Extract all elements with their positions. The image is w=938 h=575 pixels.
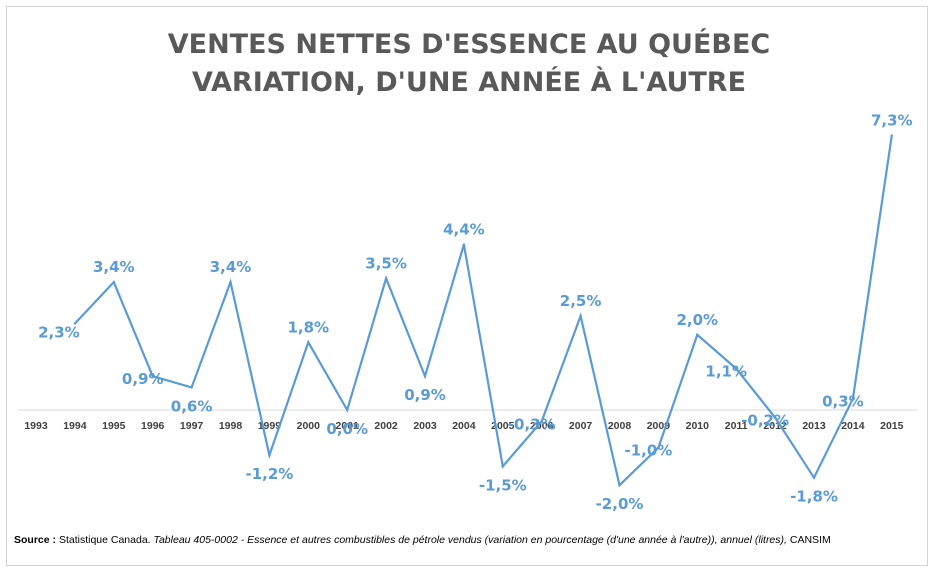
series-line [74,135,893,488]
x-tick-label: 1998 [219,420,243,432]
data-label: 0,9% [122,370,164,388]
x-tick-label: 2015 [880,420,904,432]
data-point [890,134,893,137]
data-label: 7,3% [871,112,913,130]
x-tick-label: 2003 [413,420,437,432]
data-label: -0,2% [741,412,789,430]
data-point [423,374,427,378]
data-point [229,280,232,284]
x-tick-label: 2013 [802,420,826,432]
chart-title-line-1: VENTES NETTES D'ESSENCE AU QUÉBEC [167,29,771,60]
source-db: CANSIM [789,534,831,546]
x-tick-label: 2007 [569,420,593,432]
source-note: Source : Statistique Canada. Tableau 405… [14,534,831,546]
data-point [384,277,388,280]
x-tick-label: 1996 [141,420,165,432]
x-tick-label: 1997 [180,420,204,432]
x-tick-label: 2008 [608,420,632,432]
data-label: 2,5% [560,292,602,310]
data-point [657,446,660,449]
data-point [462,243,466,246]
chart-title-line-2: VARIATION, D'UNE ANNÉE À L'AUTRE [191,67,747,98]
data-label: 2,0% [676,311,718,329]
data-point [618,484,621,487]
data-point [190,386,193,389]
data-label: 3,4% [93,258,135,276]
x-tick-label: 1993 [24,420,48,432]
source-table: Tableau 405-0002 - Essence et autres com… [153,534,787,546]
data-point [346,408,349,412]
data-label: -1,8% [790,488,838,506]
data-point [851,397,855,400]
data-point [501,465,504,468]
data-label: 4,4% [443,221,485,239]
data-label: 0,6% [171,397,213,415]
x-tick-label: 2011 [725,420,748,432]
data-label: 0,3% [822,393,864,411]
data-point [735,367,738,370]
data-point [812,476,816,479]
data-point [307,341,310,344]
data-label: 2,3% [38,324,80,342]
data-label: -1,0% [624,442,672,460]
x-tick-label: 2004 [452,420,476,432]
data-label: 0,9% [404,386,446,404]
chart-frame [6,6,928,566]
data-label: -1,5% [479,476,527,494]
data-point [268,453,271,457]
x-tick-label: 1995 [102,420,126,432]
data-point [151,374,154,378]
x-tick-label: 2012 [763,420,787,432]
data-point [540,420,543,423]
x-tick-label: 2014 [841,420,865,432]
x-tick-label: 2010 [686,420,710,432]
data-label: 1,1% [705,363,747,381]
data-label: 3,4% [210,258,252,276]
data-label: 1,8% [287,318,329,336]
x-tick-label: 2000 [297,420,321,432]
data-point [696,333,699,336]
data-point [773,416,777,419]
x-tick-label: 2001 [336,420,360,432]
data-label: -1,2% [245,465,293,483]
data-label: 3,5% [365,254,407,272]
source-label: Source : [14,534,57,546]
x-tick-label: 1994 [63,420,87,432]
source-org: Statistique Canada. [58,534,151,546]
data-label: -2,0% [596,495,644,513]
chart-title: VENTES NETTES D'ESSENCE AU QUÉBEC VARIAT… [0,26,938,102]
data-point [73,322,77,325]
x-tick-label: 2002 [374,420,398,432]
data-point [579,314,582,318]
data-label: 0,0% [326,420,368,438]
data-point [112,280,116,284]
data-label: -0,3% [508,415,556,433]
